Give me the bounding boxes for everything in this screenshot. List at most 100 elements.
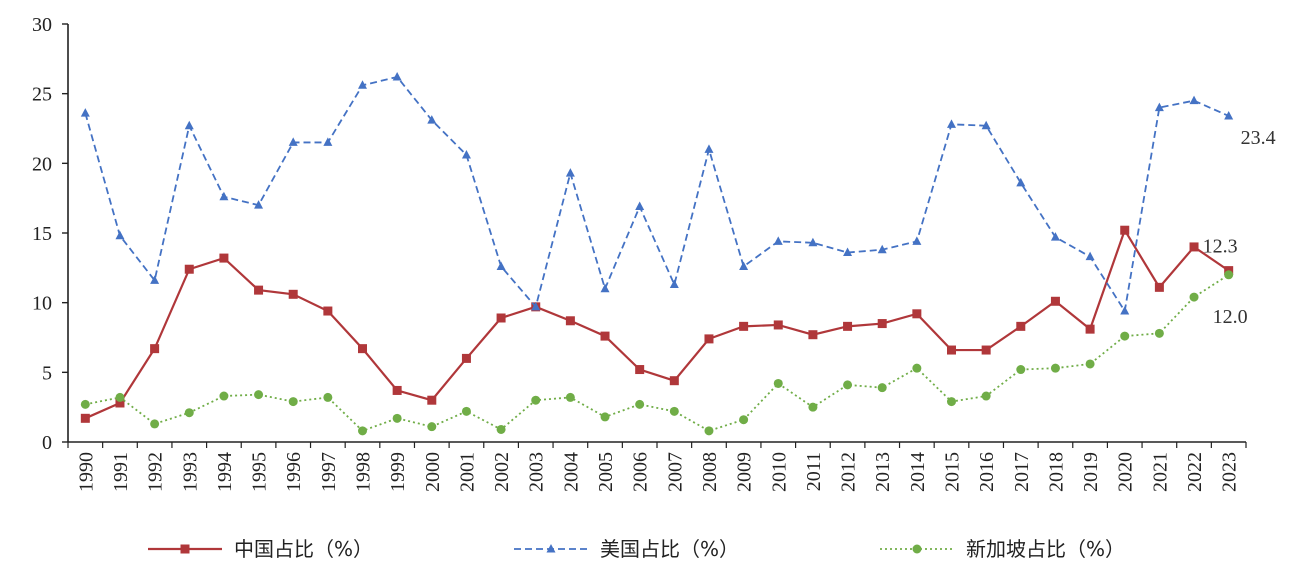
x-tick-label: 2003 [526,452,548,492]
x-tick-label: 2018 [1045,452,1067,492]
x-tick-label: 2022 [1184,452,1206,492]
data-point-triangle [496,261,506,270]
data-point-square [358,344,367,354]
data-point-triangle [1085,251,1095,261]
data-point-circle [323,392,333,402]
data-point-triangle [877,244,887,254]
series-line [85,274,1230,432]
x-tick-label: 2023 [1219,452,1241,492]
y-tick-label: 15 [32,223,52,245]
data-point-circle [1189,292,1199,302]
end-label: 23.4 [1241,127,1276,149]
end-label: 12.0 [1213,306,1248,328]
series-line [84,227,1230,420]
data-point-square [1189,242,1199,252]
data-point-circle [1016,365,1026,375]
legend-label: 新加坡占比（%） [966,537,1125,561]
x-tick-label: 1999 [387,452,409,492]
data-point-triangle [427,115,437,124]
x-tick-label: 2008 [699,452,721,492]
data-point-circle [254,390,264,400]
data-point-square [427,395,437,405]
y-tick-label: 30 [32,14,52,36]
legend-label: 美国占比（%） [600,537,739,561]
x-tick-label: 2017 [1011,452,1033,492]
data-point-circle [496,424,506,434]
data-point-square [1050,296,1060,306]
y-tick-label: 5 [42,362,52,384]
x-tick-label: 1993 [179,452,201,492]
data-point-circle [669,406,679,416]
data-point-square [288,289,298,299]
data-point-square [150,344,160,354]
data-point-triangle [912,236,922,245]
data-point-square [669,376,679,386]
data-point-circle [635,399,645,409]
data-point-circle [531,395,541,405]
data-point-square [981,345,991,355]
x-tick-label: 2013 [872,452,894,492]
y-tick-label: 20 [32,153,52,175]
data-point-circle [358,426,367,436]
end-labels: 12.3 23.4 12.0 [1203,127,1276,328]
x-tick-label: 2002 [491,452,513,492]
legend-item: 美国占比（%） [514,537,739,561]
data-point-circle [80,399,90,409]
data-point-square [180,544,190,554]
x-tick-label: 1992 [145,452,167,492]
data-point-circle [912,363,922,373]
data-point-square [219,253,229,263]
data-point-circle [1050,363,1060,373]
data-point-square [115,398,125,408]
data-point-square [184,264,194,274]
x-tick-label: 2020 [1115,452,1137,492]
data-point-triangle [461,149,471,159]
data-point-triangle [704,144,714,153]
data-point-triangle [80,108,90,117]
data-point-triangle [739,261,749,270]
x-tick-label: 2001 [456,452,478,492]
data-point-triangle [1189,95,1199,105]
data-point-circle [115,392,125,402]
data-point-triangle [219,191,229,201]
data-point-circle [1224,270,1234,280]
data-point-circle [877,383,887,393]
legend-item: 中国占比（%） [148,537,373,561]
end-label: 12.3 [1203,236,1238,258]
data-point-triangle [1050,232,1060,241]
data-point-circle [808,402,818,412]
x-axis-ticks: 1990 1991 1992 1993 1994 1995 1996 1997 1998 1999… [67,442,1247,492]
data-point-triangle [358,80,367,89]
data-point-circle [773,378,783,388]
data-point-square [704,334,714,344]
x-tick-label: 1995 [249,452,271,492]
y-tick-label: 25 [32,84,52,106]
data-point-circle [184,408,194,418]
series-2 [80,270,1234,436]
data-point-triangle [1224,110,1234,120]
x-tick-label: 2004 [560,452,582,492]
data-point-triangle [947,119,956,128]
legend: 中国占比（%） 美国占比（%） 新加坡占比（%） [148,537,1125,561]
data-point-triangle [184,120,194,130]
x-tick-label: 1997 [318,452,340,492]
data-point-circle [912,544,922,554]
data-point-circle [565,392,575,402]
data-point-circle [427,422,437,432]
data-point-square [565,316,575,326]
data-point-circle [219,391,229,401]
x-tick-label: 2015 [942,452,964,492]
data-point-square [739,321,749,331]
x-tick-label: 2009 [734,452,756,492]
series-0 [80,225,1234,423]
legend-label: 中国占比（%） [234,537,373,561]
data-point-triangle [843,247,853,257]
data-point-square [80,413,90,423]
y-axis-ticks: 0 5 10 15 20 25 30 [32,14,68,454]
x-tick-label: 1990 [75,452,97,492]
data-point-triangle [546,544,556,553]
data-point-triangle [565,168,575,177]
x-tick-label: 2016 [976,452,998,492]
x-tick-label: 2011 [803,452,825,491]
